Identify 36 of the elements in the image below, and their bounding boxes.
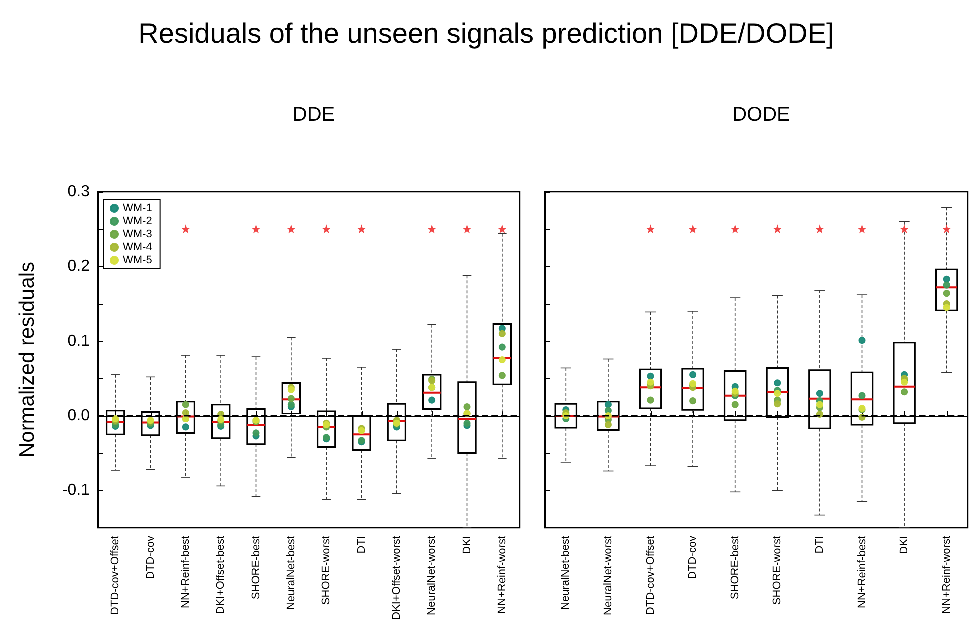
x-tick-label: NeuralNet-worst — [602, 536, 614, 616]
x-tick-label: NeuralNet-best — [285, 536, 298, 610]
chart-subtitle: DDE — [292, 104, 336, 126]
x-tick-label: DTD-cov+Offset — [644, 536, 657, 615]
y-tick-label: 0.0 — [68, 408, 90, 424]
x-tick-label: NN+Reinf-worst — [940, 536, 953, 614]
x-tick-label: NN+Reinf-best — [856, 536, 868, 608]
legend-label: WM-4 — [123, 242, 152, 254]
x-tick-label: DTD-cov+Offset — [110, 536, 122, 615]
legend-label: WM-5 — [123, 254, 152, 266]
chart-subtitle: DODE — [732, 104, 790, 126]
chart-title: Residuals of the unseen signals prediction [DDE/DODE] — [138, 18, 836, 50]
x-tick-label: DKI+Offset-best — [215, 536, 228, 614]
x-tick-label: DTI — [814, 536, 826, 554]
x-tick-label: NN+Reinf-best — [180, 536, 192, 608]
y-tick-label: -0.1 — [62, 482, 90, 500]
legend-label: WM-1 — [123, 202, 152, 214]
x-tick-label: DKI — [898, 536, 911, 554]
legend-label: WM-2 — [123, 216, 152, 228]
x-tick-label: SHORE-worst — [320, 536, 333, 606]
y-axis-title: Normalized residuals — [16, 262, 39, 458]
x-tick-label: NeuralNet-best — [560, 536, 572, 610]
x-tick-label: NeuralNet-worst — [426, 536, 438, 616]
x-tick-label: DKI+Offset-worst — [390, 536, 403, 620]
x-tick-label: SHORE-best — [729, 536, 742, 600]
x-tick-label: DTD-cov — [687, 536, 700, 580]
x-tick-label: DTD-cov — [144, 536, 157, 580]
x-tick-label: DKI — [461, 536, 474, 554]
y-tick-label: 0.2 — [68, 258, 90, 276]
x-tick-label: DTI — [356, 536, 368, 554]
x-tick-label: NN+Reinf-worst — [496, 536, 508, 614]
y-tick-label: 0.1 — [68, 332, 90, 350]
y-tick-label: 0.3 — [68, 184, 90, 200]
x-tick-label: SHORE-best — [250, 536, 262, 600]
x-tick-label: SHORE-worst — [772, 536, 784, 606]
legend-label: WM-3 — [123, 228, 152, 240]
